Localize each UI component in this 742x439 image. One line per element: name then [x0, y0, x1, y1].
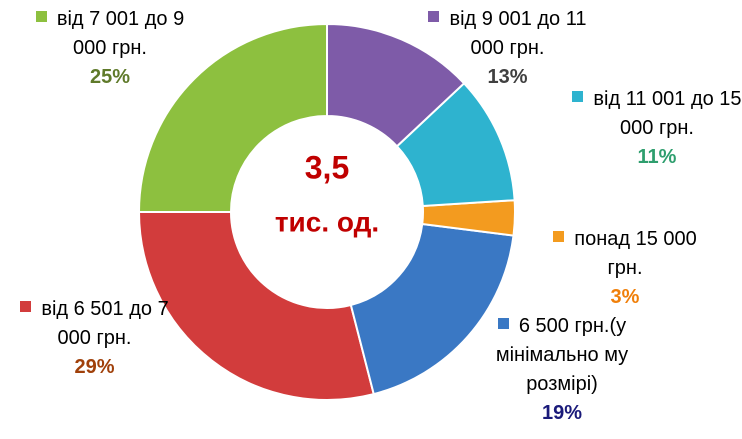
center-value: 3,5	[305, 149, 349, 185]
category-label: від 11 001 до 15 000 грн.	[593, 88, 742, 139]
legend-marker	[20, 301, 32, 312]
value-label: 29%	[74, 356, 115, 378]
donut-slice	[326, 22, 466, 148]
legend-marker	[428, 11, 440, 22]
category-label: від 7 001 до 9 000 грн.	[56, 8, 185, 59]
donut-slice	[395, 81, 516, 208]
data-label: від 7 001 до 9 000 грн. 25%	[30, 5, 190, 92]
category-label: понад 15 000 грн.	[574, 228, 697, 279]
donut-slice	[137, 211, 375, 401]
category-label: 6 500 грн.(у мінімально му розмірі)	[495, 315, 629, 395]
value-label: 13%	[487, 66, 528, 88]
legend-marker	[497, 318, 509, 329]
legend-marker	[572, 91, 584, 102]
center-unit: тис. од.	[275, 206, 379, 237]
donut-slice	[137, 22, 328, 213]
value-label: 11%	[637, 146, 677, 168]
legend-marker	[35, 11, 47, 22]
category-label: від 9 001 до 11 000 грн.	[449, 8, 587, 59]
value-label: 19%	[541, 402, 583, 424]
data-label: від 6 501 до 7 000 грн. 29%	[12, 295, 177, 382]
value-label: 25%	[89, 66, 131, 88]
donut-slice	[421, 199, 516, 237]
value-label: 3%	[610, 286, 640, 308]
data-label: від 11 001 до 15 000 грн. 11%	[572, 85, 742, 172]
data-label: понад 15 000 грн. 3%	[545, 225, 705, 312]
legend-marker	[553, 231, 565, 242]
category-label: від 6 501 до 7 000 грн.	[41, 298, 169, 349]
data-label: 6 500 грн.(у мінімально му розмірі) 19%	[462, 312, 662, 428]
donut-slice	[349, 222, 515, 396]
data-label: від 9 001 до 11 000 грн. 13%	[425, 5, 590, 92]
